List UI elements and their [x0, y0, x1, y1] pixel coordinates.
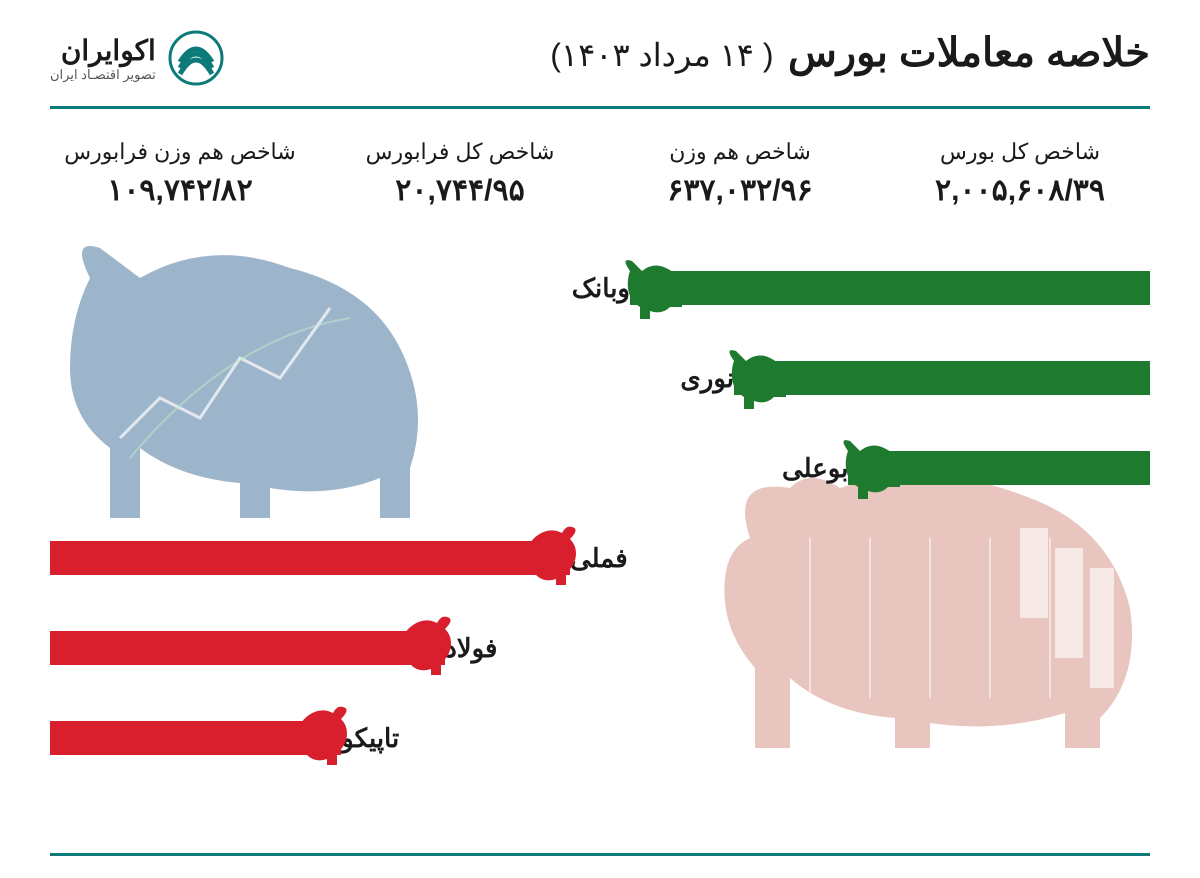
bull-icon	[726, 343, 790, 411]
bear-icon	[522, 525, 578, 587]
bull-icon	[622, 253, 686, 321]
bull-icon	[840, 433, 904, 501]
index-value: ۱۰۹,۷۴۲/۸۲	[50, 173, 310, 208]
loser-row: فولاد	[50, 608, 1150, 688]
gainer-row: بوعلی	[50, 428, 1150, 508]
index-item: شاخص کل بورس ۲,۰۰۵,۶۰۸/۳۹	[890, 139, 1150, 208]
index-item: شاخص هم وزن ۶۳۷,۰۳۲/۹۶	[610, 139, 870, 208]
loser-row: تاپیکو	[50, 698, 1150, 778]
page-title: خلاصه معاملات بورس	[788, 31, 1150, 75]
bear-icon	[397, 615, 453, 677]
gainer-row: نوری	[50, 338, 1150, 418]
gainer-label: بوعلی	[758, 453, 848, 484]
loser-label: فولاد	[445, 633, 535, 664]
report-date: ( ۱۴ مرداد ۱۴۰۳)	[550, 37, 773, 73]
gainer-label: وبانک	[540, 273, 630, 304]
gainer-bar	[734, 361, 1150, 395]
brand-logo: اکوایران تصویر اقتصـاد ایران	[50, 30, 224, 86]
logo-text: اکوایران تصویر اقتصـاد ایران	[50, 34, 156, 83]
footer-divider	[50, 853, 1150, 856]
index-value: ۶۳۷,۰۳۲/۹۶	[610, 173, 870, 208]
loser-bar	[50, 631, 445, 665]
loser-row: فملی	[50, 518, 1150, 598]
index-label: شاخص کل فرابورس	[330, 139, 590, 165]
loser-bar	[50, 721, 341, 755]
loser-label: فملی	[570, 543, 660, 574]
index-label: شاخص هم وزن	[610, 139, 870, 165]
index-item: شاخص هم وزن فرابورس ۱۰۹,۷۴۲/۸۲	[50, 139, 310, 208]
chart-area: وبانک نوری بوعلی فملی فولاد	[0, 238, 1200, 798]
index-item: شاخص کل فرابورس ۲۰,۷۴۴/۹۵	[330, 139, 590, 208]
index-value: ۲,۰۰۵,۶۰۸/۳۹	[890, 173, 1150, 208]
logo-icon	[168, 30, 224, 86]
logo-sub: تصویر اقتصـاد ایران	[50, 67, 156, 83]
index-label: شاخص کل بورس	[890, 139, 1150, 165]
header: خلاصه معاملات بورس ( ۱۴ مرداد ۱۴۰۳) اکوا…	[0, 0, 1200, 106]
gainer-row: وبانک	[50, 248, 1150, 328]
bear-icon	[293, 705, 349, 767]
gainer-bar	[630, 271, 1150, 305]
title-block: خلاصه معاملات بورس ( ۱۴ مرداد ۱۴۰۳)	[550, 30, 1150, 76]
index-value: ۲۰,۷۴۴/۹۵	[330, 173, 590, 208]
gainer-bar	[848, 451, 1150, 485]
loser-bar	[50, 541, 570, 575]
logo-main: اکوایران	[50, 34, 156, 67]
bars-container: وبانک نوری بوعلی فملی فولاد	[50, 238, 1150, 778]
header-divider	[50, 106, 1150, 109]
gainer-label: نوری	[644, 363, 734, 394]
loser-label: تاپیکو	[341, 723, 431, 754]
index-label: شاخص هم وزن فرابورس	[50, 139, 310, 165]
